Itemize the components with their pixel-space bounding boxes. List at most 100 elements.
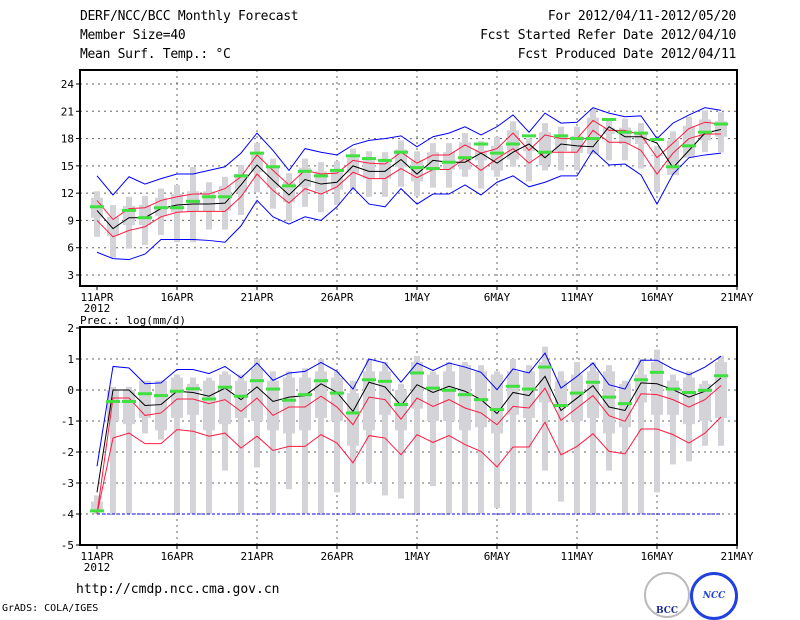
observed-marker xyxy=(538,150,552,154)
observed-marker xyxy=(314,174,328,178)
spread-box xyxy=(635,132,647,145)
spread-box xyxy=(155,380,167,431)
observed-marker xyxy=(234,174,248,178)
observed-marker xyxy=(346,411,360,415)
spread-box xyxy=(683,125,695,158)
x-tick-label: 11MAY xyxy=(560,550,593,563)
observed-marker xyxy=(202,397,216,401)
observed-marker xyxy=(538,365,552,369)
y-tick-label: -5 xyxy=(61,539,74,552)
observed-marker xyxy=(186,387,200,391)
observed-marker xyxy=(650,137,664,141)
spread-whisker xyxy=(574,362,580,514)
x-tick-label: 26APR xyxy=(320,550,353,563)
y-tick-label: 24 xyxy=(61,78,75,91)
panel-0: 3 6 9 12 15 18 21 24 11APR 16APR 21APR 26APR 1MAY 6MA… xyxy=(61,69,754,315)
spread-box xyxy=(683,377,695,425)
spread-box xyxy=(651,362,663,415)
spread-whisker xyxy=(558,371,564,502)
observed-marker xyxy=(122,208,136,212)
observed-marker xyxy=(298,169,312,173)
observed-marker xyxy=(506,384,520,388)
observed-marker xyxy=(266,165,280,169)
observed-marker xyxy=(90,509,104,513)
observed-marker xyxy=(570,391,584,395)
observed-marker xyxy=(474,142,488,146)
spread-box xyxy=(459,365,471,431)
observed-marker xyxy=(282,184,296,188)
observed-marker xyxy=(250,151,264,155)
observed-marker xyxy=(554,404,568,407)
red-lower-line xyxy=(96,129,721,238)
spread-whisker xyxy=(590,362,596,514)
x-tick-label: 21APR xyxy=(240,550,273,563)
observed-marker xyxy=(570,137,584,141)
year-label: 2012 xyxy=(84,302,111,315)
spread-box xyxy=(331,377,343,421)
observed-marker xyxy=(618,402,632,406)
observed-marker xyxy=(474,398,488,402)
x-tick-label: 21MAY xyxy=(720,550,753,563)
observed-marker xyxy=(714,374,728,378)
spread-whisker xyxy=(494,371,500,508)
observed-marker xyxy=(362,157,376,161)
observed-marker xyxy=(618,130,632,134)
spread-box xyxy=(267,380,279,431)
spread-box xyxy=(203,380,215,431)
blue-lower-line xyxy=(96,149,722,261)
spread-whisker xyxy=(382,362,388,496)
y-tick-label: 21 xyxy=(61,105,74,118)
year-label: 2012 xyxy=(84,561,111,574)
spread-box xyxy=(395,390,407,431)
observed-marker xyxy=(394,150,408,154)
observed-marker xyxy=(682,390,696,394)
y-tick-label: -2 xyxy=(61,446,74,459)
forecast-period: For 2012/04/11-2012/05/20 xyxy=(547,9,736,24)
spread-box xyxy=(523,371,535,418)
observed-marker xyxy=(522,134,536,138)
spread-box xyxy=(651,154,663,156)
spread-box xyxy=(587,371,599,418)
observed-marker xyxy=(330,168,344,172)
observed-marker xyxy=(426,386,440,390)
fcst-started-date: Fcst Started Refer Date 2012/04/10 xyxy=(480,28,736,43)
spread-box xyxy=(715,362,727,418)
y-tick-label: 12 xyxy=(61,187,74,200)
observed-marker xyxy=(602,117,616,121)
spread-whisker xyxy=(270,371,276,514)
spread-box xyxy=(475,150,487,161)
ncc-logo-text: NCC xyxy=(702,591,726,601)
y-tick-label: 9 xyxy=(67,214,74,227)
observed-marker xyxy=(378,379,392,383)
observed-marker xyxy=(458,393,472,397)
spread-whisker xyxy=(174,374,180,514)
fcst-produced-date: Fcst Produced Date 2012/04/11 xyxy=(517,47,737,62)
spread-whisker xyxy=(462,362,468,514)
observed-marker xyxy=(90,205,104,209)
spread-whisker xyxy=(638,359,644,514)
x-tick-label: 21MAY xyxy=(720,291,753,304)
spread-whisker xyxy=(302,368,308,514)
spread-box xyxy=(363,160,375,179)
observed-marker xyxy=(250,379,264,383)
observed-marker xyxy=(698,130,712,134)
observed-marker xyxy=(410,371,424,375)
y-tick-label: 15 xyxy=(61,160,74,173)
spread-box xyxy=(171,377,183,418)
source-url[interactable]: http://cmdp.ncc.cma.gov.cn xyxy=(76,582,280,597)
spread-box xyxy=(379,371,391,415)
spread-whisker xyxy=(350,380,356,514)
observed-marker xyxy=(698,388,712,392)
observed-marker xyxy=(490,408,504,412)
spread-box xyxy=(315,371,327,418)
spread-box xyxy=(107,216,119,236)
spread-box xyxy=(539,132,551,165)
ensemble-mean-line xyxy=(96,375,722,493)
spread-whisker xyxy=(622,380,628,514)
panel-1: -5 -4 -3 -2 -1 0 1 2 11APR 16APR 21APR 26APR 1MAY 6MA… xyxy=(61,322,754,574)
spread-whisker xyxy=(654,349,660,493)
red-upper-line xyxy=(96,385,722,515)
observed-marker xyxy=(298,393,312,397)
observed-marker xyxy=(202,195,216,199)
x-tick-label: 11APR xyxy=(80,291,113,304)
